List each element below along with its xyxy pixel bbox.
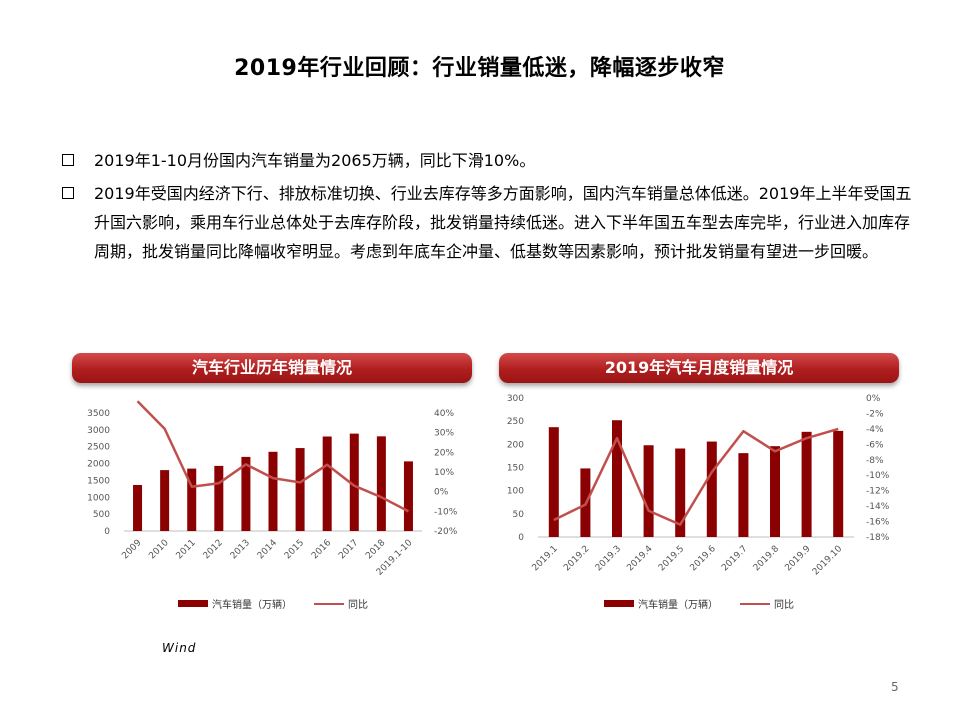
x-tick-label: 2013 — [229, 538, 252, 561]
bullet-item: 2019年1-10月份国内汽车销量为2065万辆，同比下滑10%。 — [62, 146, 912, 175]
y-right-tick-label: -2% — [866, 409, 884, 419]
y-right-tick-label: 0% — [434, 488, 449, 498]
x-tick-label: 2017 — [337, 538, 360, 561]
bullet-list: 2019年1-10月份国内汽车销量为2065万辆，同比下滑10%。 2019年受… — [62, 146, 912, 270]
x-tick-label: 2019.6 — [689, 544, 719, 574]
source-label: Wind — [162, 641, 197, 655]
x-tick-label: 2015 — [283, 538, 306, 561]
bar — [376, 436, 386, 531]
y-left-tick-label: 1500 — [87, 476, 110, 486]
y-right-tick-label: 0% — [866, 394, 881, 404]
x-tick-label: 2018 — [364, 538, 387, 561]
legend-bar-swatch — [604, 600, 634, 607]
bar — [675, 448, 686, 537]
checkbox-bullet-icon — [62, 154, 74, 166]
y-right-tick-label: -14% — [866, 502, 890, 512]
bar — [349, 433, 359, 531]
annual-sales-chart: 0 500 1000 1500 2000 2500 3000 3500 -20% -10% 0% 10… — [87, 400, 458, 578]
bar — [738, 453, 749, 537]
x-tick-label: 2012 — [202, 538, 225, 561]
bullet-text: 2019年1-10月份国内汽车销量为2065万辆，同比下滑10%。 — [94, 151, 536, 170]
y-left-tick-label: 150 — [507, 464, 524, 474]
x-tick-label: 2010 — [147, 538, 170, 561]
bar — [706, 441, 717, 537]
legend-label-yoy: 同比 — [774, 600, 794, 611]
y-right-tick-label: -20% — [434, 527, 458, 537]
x-tick-label: 2019.9 — [783, 544, 813, 574]
bar — [612, 420, 622, 537]
legend-label-sales: 汽车销量（万辆） — [212, 600, 292, 611]
chart-2-legend: 汽车销量（万辆） 同比 — [604, 596, 794, 611]
y-left-tick-label: 2000 — [87, 460, 110, 470]
y-left-tick-label: 2500 — [87, 443, 110, 453]
x-tick-label: 2016 — [310, 538, 333, 561]
y-right-tick-label: -12% — [866, 487, 890, 497]
bar — [801, 431, 812, 537]
chart-1-legend: 汽车销量（万辆） 同比 — [178, 596, 368, 611]
bar — [160, 470, 170, 531]
y-left-tick-label: 1000 — [87, 493, 110, 503]
x-tick-label: 2019.7 — [720, 544, 749, 573]
y-left-tick-label: 250 — [507, 417, 524, 427]
monthly-sales-chart: 0 50 100 150 200 250 300 -18% -16% -14% -12% -10% -8… — [507, 394, 890, 578]
bar — [770, 446, 780, 537]
bar — [548, 427, 559, 537]
y-right-tick-label: -8% — [866, 456, 884, 466]
y-right-tick-label: -18% — [866, 533, 890, 543]
bullet-item: 2019年受国内经济下行、排放标准切换、行业去库存等多方面影响，国内汽车销量总体… — [62, 179, 912, 266]
bar — [833, 430, 844, 537]
x-tick-label: 2014 — [256, 538, 279, 561]
x-tick-label: 2019.3 — [594, 544, 623, 573]
legend-label-yoy: 同比 — [348, 600, 368, 611]
bar — [295, 448, 305, 531]
y-right-tick-label: -10% — [866, 471, 890, 481]
bar — [322, 436, 332, 531]
yoy-line — [136, 400, 410, 513]
x-tick-label: 2019.5 — [657, 544, 686, 573]
y-right-tick-label: 40% — [434, 409, 454, 419]
x-tick-label: 2019.1 — [531, 544, 560, 573]
y-left-tick-label: 50 — [513, 510, 525, 520]
legend-bar-swatch — [178, 600, 208, 607]
x-tick-label: 2019.10 — [811, 544, 845, 578]
y-right-tick-label: 10% — [434, 468, 454, 478]
y-right-tick-label: 30% — [434, 429, 454, 439]
checkbox-bullet-icon — [62, 187, 74, 199]
y-right-tick-label: -16% — [866, 518, 890, 528]
y-left-tick-label: 0 — [518, 533, 524, 543]
x-tick-label: 2019.2 — [562, 544, 591, 573]
y-right-tick-label: -6% — [866, 440, 884, 450]
legend-label-sales: 汽车销量（万辆） — [638, 600, 718, 611]
bar — [133, 485, 143, 531]
x-tick-label: 2009 — [120, 538, 143, 561]
y-left-tick-label: 3500 — [87, 409, 110, 419]
legend-line-swatch — [314, 602, 344, 605]
bullet-text: 2019年受国内经济下行、排放标准切换、行业去库存等多方面影响，国内汽车销量总体… — [94, 184, 912, 261]
bar — [241, 456, 251, 531]
bar — [187, 468, 197, 531]
y-left-tick-label: 200 — [507, 440, 524, 450]
y-left-tick-label: 300 — [507, 394, 524, 404]
bar — [403, 461, 413, 531]
page-title: 2019年行业回顾：行业销量低迷，降幅逐步收窄 — [234, 56, 725, 81]
x-tick-label: 2011 — [175, 538, 198, 561]
bar — [214, 465, 224, 531]
yoy-line — [553, 427, 839, 526]
page-number: 5 — [891, 680, 899, 694]
chart-2-title-banner: 2019年汽车月度销量情况 — [499, 353, 899, 383]
chart-1-title-banner: 汽车行业历年销量情况 — [72, 353, 472, 383]
y-left-tick-label: 500 — [93, 510, 110, 520]
y-left-tick-label: 100 — [507, 487, 524, 497]
bar — [643, 445, 654, 537]
y-left-tick-label: 0 — [104, 527, 110, 537]
bar — [268, 451, 278, 531]
y-right-tick-label: 20% — [434, 448, 454, 458]
y-left-tick-label: 3000 — [87, 426, 110, 436]
y-right-tick-label: -4% — [866, 425, 884, 435]
x-tick-label: 2019.4 — [625, 544, 655, 574]
legend-line-swatch — [740, 602, 770, 605]
y-right-tick-label: -10% — [434, 507, 458, 517]
x-tick-label: 2019.8 — [752, 544, 782, 574]
